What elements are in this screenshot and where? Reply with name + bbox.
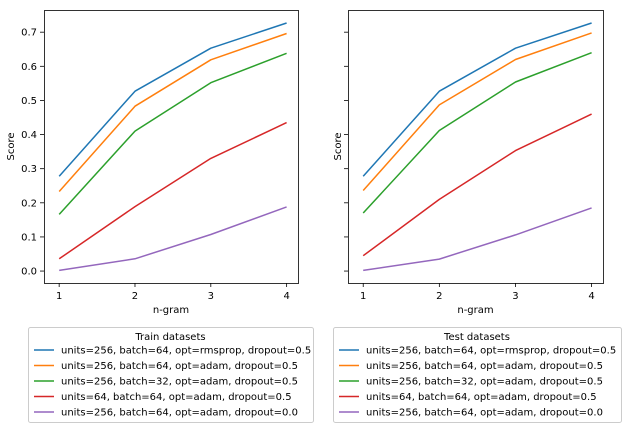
panel-1-x-tick-label: 3 <box>208 291 214 302</box>
panel-2-legend-entry-1: units=256, batch=64, opt=rmsprop, dropou… <box>366 346 616 357</box>
panel-1-y-tick-label: 0.7 <box>21 28 37 39</box>
panel-1-series-line-5 <box>59 206 287 272</box>
panel-2-x-tick-label: 3 <box>512 291 518 302</box>
panel-2-legend-entry-4: units=64, batch=64, opt=adam, dropout=0.… <box>366 392 597 403</box>
panel-1-legend-title: Train datasets <box>134 332 205 343</box>
panel-2-axes-frame <box>348 10 604 284</box>
panel-1-y-tick-label: 0.6 <box>21 62 37 73</box>
panel-1-legend-entry-5: units=256, batch=64, opt=adam, dropout=0… <box>61 408 298 419</box>
panel-1-y-tick-label: 0.0 <box>21 267 37 278</box>
panel-1-legend-box <box>28 327 314 423</box>
panel-1-y-axis-label: Score <box>6 132 17 160</box>
panel-1-x-axis-label: n-gram <box>153 305 189 316</box>
panel-2-legend-title: Test datasets <box>443 332 510 343</box>
panel-1-series-line-3 <box>58 52 287 215</box>
panel-2-series-line-2 <box>362 32 592 191</box>
panel-1-axes-frame <box>44 10 299 284</box>
panel-2-legend-entry-5: units=256, batch=64, opt=adam, dropout=0… <box>366 408 603 419</box>
panel-2-series-line-1 <box>362 22 592 177</box>
panel-1-x-tick-label: 2 <box>132 291 138 302</box>
panel-2-series-line-4 <box>362 113 592 257</box>
panel-1-x-tick-label: 1 <box>56 291 62 302</box>
panel-1-series-line-1 <box>58 22 287 177</box>
panel-2-series-line-3 <box>362 52 592 214</box>
panel-2-x-tick-label: 2 <box>436 291 442 302</box>
panel-2-x-tick-label: 4 <box>588 291 594 302</box>
panel-1-legend-entry-2: units=256, batch=64, opt=adam, dropout=0… <box>61 361 298 372</box>
panel-1-series-line-4 <box>58 121 287 260</box>
panel-1-y-tick-label: 0.3 <box>21 164 37 175</box>
panel-2-x-axis-label: n-gram <box>457 305 493 316</box>
panel-1-series-line-2 <box>58 32 287 192</box>
panel-1-y-tick-label: 0.2 <box>21 198 37 209</box>
panel-1-legend-entry-4: units=64, batch=64, opt=adam, dropout=0.… <box>61 392 292 403</box>
panel-1-legend-entry-3: units=256, batch=32, opt=adam, dropout=0… <box>61 377 298 388</box>
panel-2-y-axis-label: Score <box>333 132 344 160</box>
panel-1-legend-entry-1: units=256, batch=64, opt=rmsprop, dropou… <box>61 346 311 357</box>
panel-1-y-tick-label: 0.1 <box>21 232 37 243</box>
panel-2-legend-entry-2: units=256, batch=64, opt=adam, dropout=0… <box>366 361 603 372</box>
panel-1-y-tick-label: 0.5 <box>21 96 37 107</box>
panel-1-x-tick-label: 4 <box>283 291 289 302</box>
panel-2-x-tick-label: 1 <box>360 291 366 302</box>
panel-1-y-tick-label: 0.4 <box>21 130 37 141</box>
panel-2-legend-box <box>333 327 622 423</box>
panel-2-series-line-5 <box>363 207 592 272</box>
panel-2-legend-entry-3: units=256, batch=32, opt=adam, dropout=0… <box>366 377 603 388</box>
